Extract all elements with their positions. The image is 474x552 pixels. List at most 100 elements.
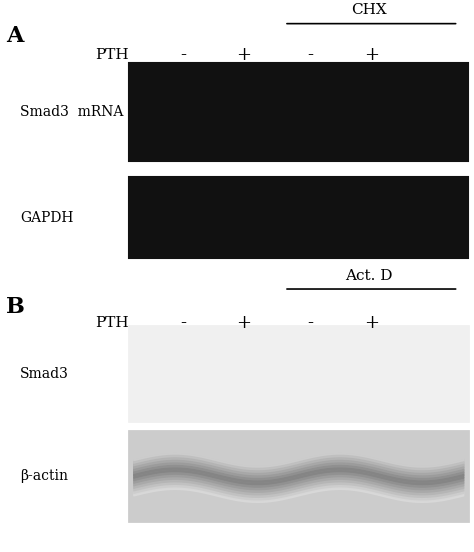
Bar: [195, 219, 246, 220]
Bar: [136, 213, 188, 215]
Bar: [317, 380, 369, 383]
Bar: [195, 95, 246, 97]
Bar: [256, 108, 308, 110]
Text: Smad3: Smad3: [20, 367, 69, 380]
Bar: [195, 99, 246, 100]
Bar: [317, 370, 369, 371]
Bar: [195, 226, 246, 228]
Bar: [256, 116, 308, 118]
Bar: [136, 129, 188, 131]
Bar: [195, 125, 246, 127]
Bar: [136, 374, 188, 375]
Bar: [128, 326, 468, 421]
Bar: [317, 386, 369, 388]
Bar: [256, 125, 308, 127]
Bar: [256, 375, 308, 377]
Bar: [136, 231, 188, 232]
Bar: [136, 361, 188, 363]
Bar: [317, 123, 369, 125]
Bar: [195, 116, 246, 118]
Bar: [195, 209, 246, 210]
Bar: [195, 380, 246, 383]
Bar: [136, 383, 188, 384]
Bar: [317, 220, 369, 222]
Bar: [136, 210, 188, 211]
Bar: [195, 228, 246, 230]
Bar: [136, 356, 188, 358]
Bar: [195, 386, 246, 388]
Bar: [256, 368, 308, 370]
Bar: [136, 100, 188, 103]
Bar: [317, 379, 369, 380]
Bar: [136, 121, 188, 123]
Bar: [256, 371, 308, 374]
Bar: [195, 363, 246, 365]
Bar: [195, 129, 246, 131]
Bar: [136, 384, 188, 386]
Bar: [317, 217, 369, 219]
Bar: [136, 379, 188, 380]
Bar: [317, 389, 369, 391]
Bar: [256, 112, 308, 114]
Text: Act. D: Act. D: [345, 268, 392, 283]
Bar: [136, 110, 188, 112]
Bar: [256, 203, 308, 204]
Bar: [256, 359, 308, 361]
Bar: [317, 104, 369, 106]
Bar: [195, 225, 246, 226]
Bar: [256, 211, 308, 213]
Bar: [317, 371, 369, 374]
Bar: [195, 103, 246, 104]
Bar: [317, 112, 369, 114]
Bar: [136, 204, 188, 205]
Text: -: -: [180, 314, 186, 332]
Bar: [195, 370, 246, 371]
Bar: [256, 367, 308, 368]
Text: CHX: CHX: [351, 3, 387, 17]
Bar: [195, 358, 246, 359]
Bar: [136, 207, 188, 209]
Bar: [317, 116, 369, 118]
Bar: [136, 367, 188, 368]
Bar: [195, 388, 246, 389]
Bar: [136, 116, 188, 118]
Bar: [317, 207, 369, 209]
Bar: [256, 388, 308, 389]
Bar: [195, 379, 246, 380]
Bar: [136, 125, 188, 127]
Bar: [195, 112, 246, 114]
Bar: [256, 118, 308, 119]
Bar: [195, 123, 246, 125]
Bar: [223, 367, 231, 380]
Bar: [195, 106, 246, 108]
Bar: [317, 100, 369, 103]
Text: +: +: [364, 314, 379, 332]
Bar: [317, 219, 369, 220]
Bar: [256, 216, 308, 217]
Bar: [136, 93, 188, 95]
Bar: [195, 207, 246, 209]
Bar: [317, 359, 369, 361]
Text: GAPDH: GAPDH: [20, 210, 73, 225]
Bar: [317, 211, 369, 213]
Bar: [317, 367, 369, 368]
Bar: [136, 123, 188, 125]
Bar: [317, 388, 369, 389]
Bar: [317, 358, 369, 359]
Bar: [195, 220, 246, 222]
Bar: [195, 97, 246, 99]
Bar: [136, 99, 188, 100]
Bar: [256, 215, 308, 216]
Bar: [136, 95, 188, 97]
Bar: [136, 388, 188, 389]
Bar: [256, 100, 308, 103]
Bar: [256, 230, 308, 231]
Bar: [136, 103, 188, 104]
Bar: [317, 230, 369, 231]
Bar: [317, 356, 369, 358]
Bar: [195, 377, 246, 379]
Bar: [195, 222, 246, 224]
Text: β-actin: β-actin: [20, 469, 68, 484]
Bar: [317, 231, 369, 232]
Bar: [128, 432, 468, 521]
